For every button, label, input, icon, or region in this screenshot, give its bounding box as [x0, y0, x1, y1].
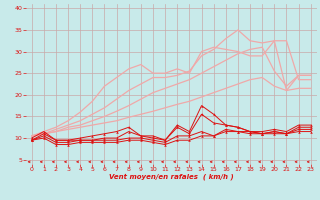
X-axis label: Vent moyen/en rafales  ( km/h ): Vent moyen/en rafales ( km/h ) [109, 174, 234, 180]
